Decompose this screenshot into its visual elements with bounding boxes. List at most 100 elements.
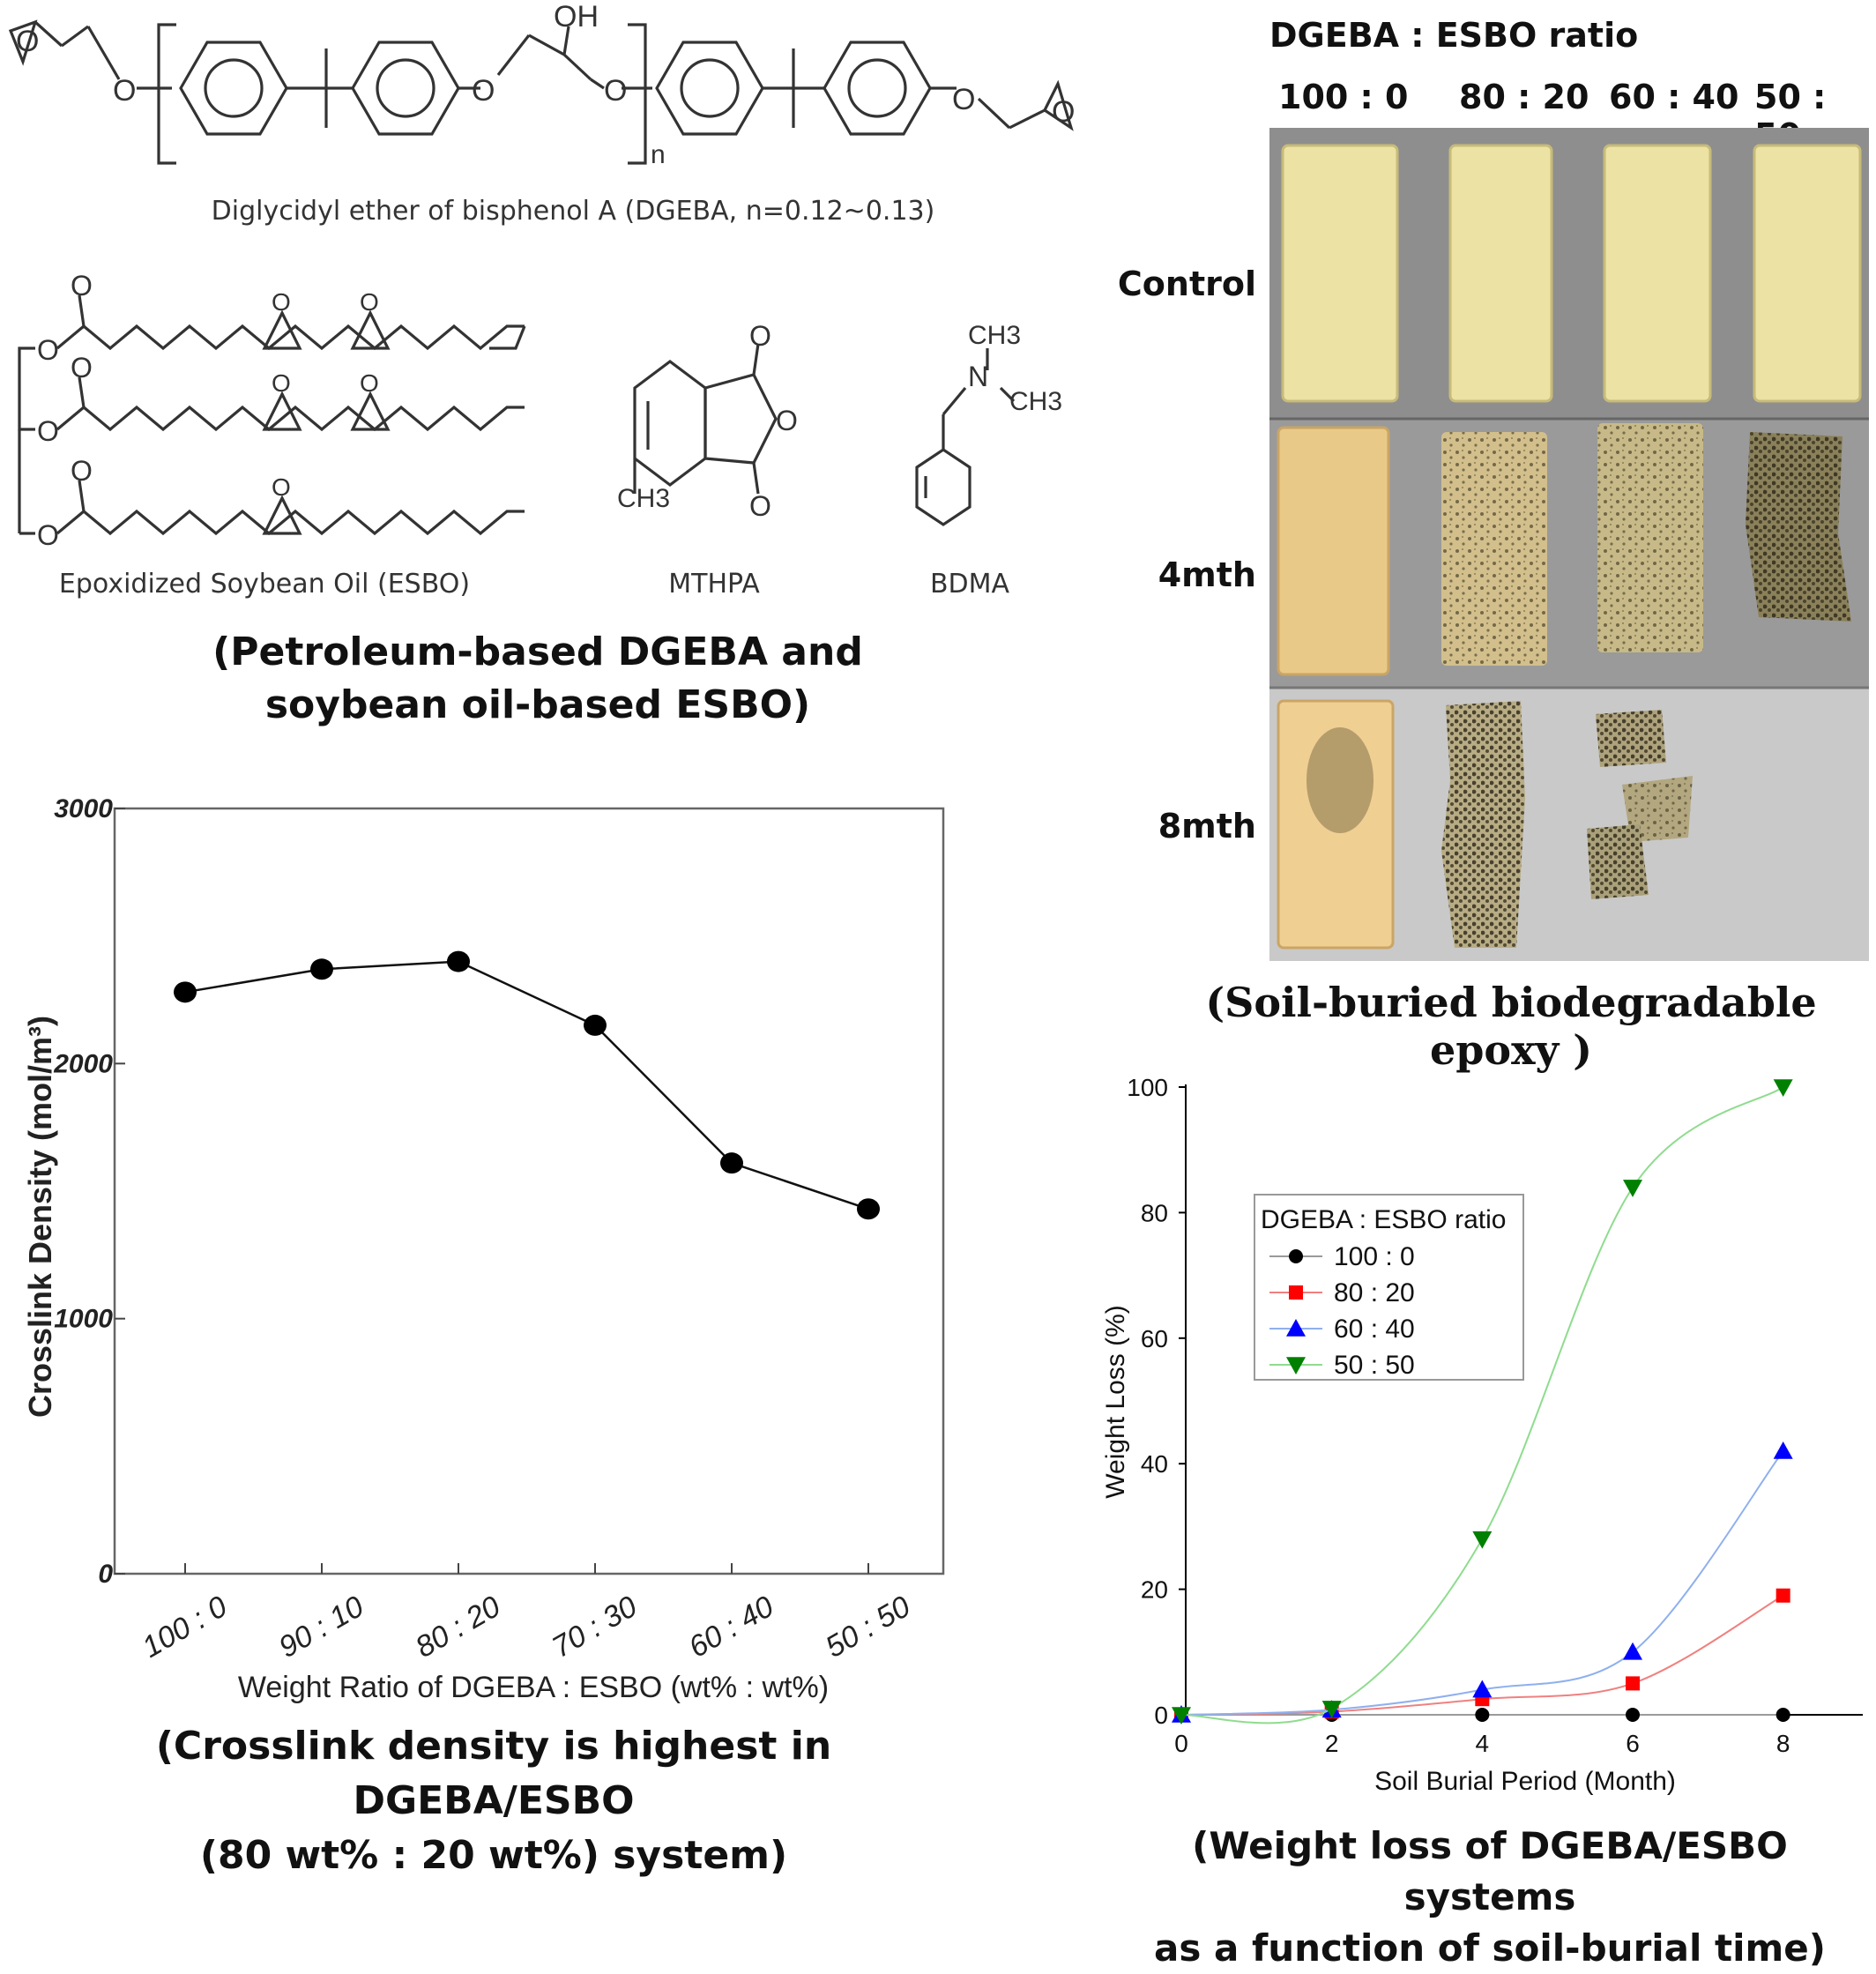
bdma-methyl-right: CH3 — [1009, 387, 1062, 416]
chart1-point-4 — [720, 1152, 743, 1174]
structures-caption-line1: (Petroleum-based DGEBA and — [212, 629, 863, 674]
photo-caption: (Soil-buried biodegradable epoxy ) — [1205, 979, 1817, 1074]
chart2-point-s2-4 — [1773, 1441, 1793, 1459]
epoxide-o-b: O — [360, 288, 379, 316]
chart2-point-s2-2 — [1472, 1680, 1493, 1698]
photo-ratio-2: 80 : 20 — [1459, 78, 1589, 116]
chart1-xlabel: Weight Ratio of DGEBA : ESBO (wt% : wt%) — [238, 1671, 829, 1704]
anhydride-o-bottom: O — [749, 490, 771, 522]
chart2-xtick-label: 8 — [1776, 1730, 1790, 1757]
chart2-series-line-2 — [1180, 1450, 1784, 1716]
chart1-ytick-label: 3000 — [54, 794, 113, 823]
esbo-label: Epoxidized Soybean Oil (ESBO) — [58, 569, 471, 600]
chart2-legend-entry: 100 : 0 — [1334, 1242, 1415, 1271]
epoxide-o-right: O — [1052, 95, 1075, 129]
chart2-legend-entry: 50 : 50 — [1334, 1351, 1415, 1380]
chart2-xtick-label: 6 — [1626, 1730, 1640, 1757]
chart2-xtick-label: 2 — [1325, 1730, 1339, 1757]
epoxide-o-d: O — [360, 369, 379, 397]
chart2-point-s2-3 — [1623, 1642, 1642, 1660]
chart1-point-1 — [310, 958, 333, 980]
photo-ratio-3: 60 : 40 — [1609, 78, 1739, 116]
chart2-point-s0-2 — [1475, 1708, 1490, 1722]
epoxide-o-left: O — [16, 25, 39, 58]
chart2-legend-marker-3 — [1286, 1357, 1306, 1374]
chart2-xtick-label: 4 — [1476, 1730, 1490, 1757]
photo-header: DGEBA : ESBO ratio — [1269, 16, 1639, 55]
chart1-point-2 — [447, 950, 470, 972]
chart1-series-line — [184, 960, 869, 1210]
chart2-legend-entry: 80 : 20 — [1334, 1278, 1415, 1307]
chart2-ytick-label: 100 — [1127, 1074, 1168, 1101]
chart1-point-0 — [174, 981, 197, 1003]
chart2-point-s0-4 — [1776, 1708, 1790, 1722]
chart2-legend-marker-1 — [1289, 1285, 1303, 1300]
ether-o-1: O — [113, 74, 136, 108]
chemical-structures-diagram: O O O O O O OH n — [8, 0, 1075, 551]
chart1-xtick-label: 70 : 30 — [547, 1590, 643, 1665]
chart2-point-s3-3 — [1623, 1180, 1642, 1197]
ester-o-3: O — [37, 519, 59, 551]
chart1-xtick-label: 50 : 50 — [820, 1590, 916, 1665]
weightloss-caption-line1: (Weight loss of DGEBA/ESBO systems — [1192, 1824, 1788, 1918]
anhydride-o-top: O — [749, 320, 771, 352]
chart2-ylabel: Weight Loss (%) — [1101, 1305, 1130, 1499]
chart1-point-5 — [857, 1198, 880, 1220]
anhydride-o-ring: O — [776, 405, 798, 436]
hydroxyl-label: OH — [554, 0, 599, 34]
structures-caption: (Petroleum-based DGEBA and soybean oil-b… — [159, 626, 917, 732]
chart2-ytick-label: 40 — [1141, 1450, 1168, 1478]
chart1-ylabel: Crosslink Density (mol/m³) — [22, 1016, 58, 1418]
epoxide-o-e: O — [272, 473, 291, 501]
bdma-methyl-top: CH3 — [968, 321, 1021, 350]
mthpa-methyl: CH3 — [617, 484, 670, 513]
dgeba-label: Diglycidyl ether of bisphenol A (DGEBA, … — [211, 196, 935, 227]
ester-o-1: O — [37, 334, 59, 366]
chart2-point-s1-3 — [1626, 1676, 1640, 1691]
chart2-ytick-label: 0 — [1154, 1702, 1168, 1729]
chart1-point-3 — [584, 1014, 607, 1036]
carbonyl-o-2: O — [71, 352, 93, 384]
chart1-xtick-label: 60 : 40 — [683, 1590, 779, 1665]
crosslink-caption-line2: (80 wt% : 20 wt%) system) — [199, 1833, 788, 1878]
epoxide-o-c: O — [272, 369, 291, 397]
bdma-label: BDMA — [929, 569, 1010, 600]
chart2-ytick-label: 60 — [1141, 1325, 1168, 1352]
sample-photo — [1269, 128, 1869, 961]
photo-row-label-4mth: 4mth — [1158, 555, 1256, 594]
chart2-point-s0-3 — [1626, 1708, 1640, 1722]
chart1-xtick-label: 100 : 0 — [137, 1590, 233, 1665]
repeat-unit-subscript: n — [651, 140, 666, 169]
chart2-point-s3-4 — [1773, 1079, 1793, 1097]
chart2-legend-title: DGEBA : ESBO ratio — [1261, 1205, 1506, 1234]
bdma-nitrogen: N — [968, 361, 988, 392]
structures-caption-line2: soybean oil-based ESBO) — [264, 682, 811, 727]
chart1-ytick-label: 1000 — [54, 1305, 113, 1334]
ester-o-2: O — [37, 415, 59, 447]
chart1-ytick-label: 0 — [98, 1560, 113, 1589]
crosslink-caption: (Crosslink density is highest in DGEBA/E… — [26, 1719, 961, 1883]
ether-o-4: O — [952, 83, 975, 116]
ether-o-2: O — [472, 74, 495, 108]
weightloss-caption: (Weight loss of DGEBA/ESBO systems as a … — [1111, 1821, 1869, 1974]
crosslink-caption-line1: (Crosslink density is highest in DGEBA/E… — [155, 1724, 832, 1823]
epoxide-o-a: O — [272, 288, 291, 316]
chart2-point-s3-1 — [1321, 1701, 1342, 1718]
photo-ratio-row: 100 : 0 80 : 20 60 : 40 50 : 50 — [1269, 78, 1876, 155]
weightloss-caption-line2: as a function of soil-burial time) — [1154, 1926, 1826, 1970]
chart2-legend-entry: 60 : 40 — [1334, 1315, 1415, 1344]
chart2-point-s1-4 — [1776, 1588, 1790, 1603]
crosslink-density-chart: 0 1000 2000 3000 100 : 0 90 : 10 80 : 20 70 : … — [22, 794, 945, 1704]
chart2-point-s3-0 — [1172, 1707, 1191, 1724]
chart1-xtick-label: 80 : 20 — [410, 1590, 506, 1665]
chart2-ytick-label: 20 — [1141, 1576, 1168, 1604]
ether-o-3: O — [604, 74, 627, 108]
weight-loss-chart: 0 20 40 60 80 100 0 2 4 6 8 DGEBA : ESBO ratio 10… — [1101, 1074, 1863, 1796]
chart2-ytick-label: 80 — [1141, 1199, 1168, 1226]
chart2-xlabel: Soil Burial Period (Month) — [1374, 1767, 1676, 1796]
chart1-xtick-label: 90 : 10 — [273, 1590, 369, 1665]
chart1-ytick-label: 2000 — [53, 1049, 113, 1078]
photo-row-label-8mth: 8mth — [1158, 807, 1256, 845]
carbonyl-o-1: O — [71, 270, 93, 302]
photo-ratio-1: 100 : 0 — [1278, 78, 1409, 116]
